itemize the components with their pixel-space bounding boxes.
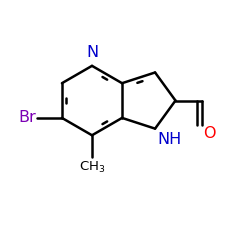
Text: N: N [86, 45, 98, 60]
Text: Br: Br [18, 110, 36, 126]
Text: O: O [204, 126, 216, 141]
Text: CH$_3$: CH$_3$ [79, 160, 105, 175]
Text: NH: NH [158, 132, 182, 147]
